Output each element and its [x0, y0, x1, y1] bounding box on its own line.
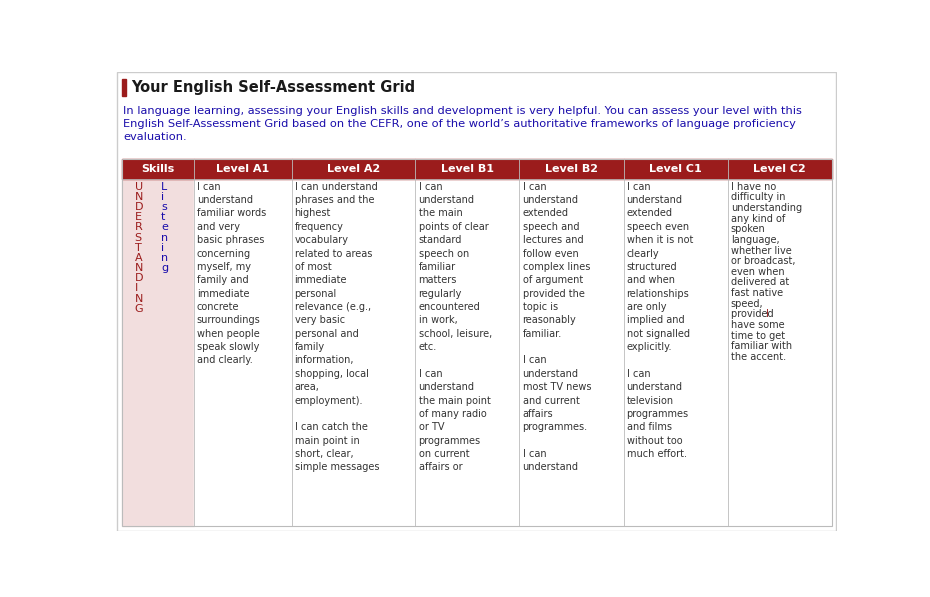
- Bar: [123, 79, 126, 96]
- Text: i: i: [161, 243, 165, 253]
- Text: I can
understand
familiar words
and very
basic phrases
concerning
myself, my
fam: I can understand familiar words and very…: [196, 181, 266, 365]
- Text: Level C2: Level C2: [753, 164, 806, 174]
- Bar: [727, 179, 831, 526]
- Text: s: s: [161, 202, 167, 212]
- Text: difficulty in: difficulty in: [731, 192, 785, 202]
- Text: Skills: Skills: [141, 164, 174, 174]
- Text: A: A: [135, 253, 142, 263]
- Bar: [727, 159, 831, 179]
- Text: i: i: [161, 192, 165, 202]
- Text: t: t: [161, 213, 166, 222]
- Bar: [416, 179, 520, 526]
- Bar: [193, 159, 291, 179]
- Text: R: R: [135, 223, 142, 232]
- Text: L: L: [161, 181, 167, 192]
- Text: n: n: [161, 253, 168, 263]
- Text: E: E: [135, 213, 141, 222]
- Text: G: G: [135, 304, 143, 313]
- Text: familiar with: familiar with: [731, 341, 791, 351]
- Text: e: e: [161, 223, 168, 232]
- Text: T: T: [135, 243, 141, 253]
- Bar: [291, 179, 416, 526]
- Text: Your English Self-Assessment Grid: Your English Self-Assessment Grid: [131, 81, 415, 96]
- Text: delivered at: delivered at: [731, 278, 789, 287]
- Text: Level C1: Level C1: [649, 164, 702, 174]
- Text: In language learning, assessing your English skills and development is very help: In language learning, assessing your Eng…: [123, 106, 802, 142]
- Bar: [193, 179, 291, 526]
- Text: spoken: spoken: [731, 224, 765, 234]
- Text: I can
understand
extended
speech even
when it is not
clearly
structured
and when: I can understand extended speech even wh…: [627, 181, 693, 459]
- Text: U: U: [135, 181, 142, 192]
- Bar: [122, 179, 193, 526]
- Text: g: g: [161, 263, 168, 273]
- Text: I can
understand
the main
points of clear
standard
speech on
familiar
matters
re: I can understand the main points of clea…: [418, 181, 492, 472]
- Text: N: N: [135, 294, 143, 303]
- Text: N: N: [135, 192, 143, 202]
- Text: any kind of: any kind of: [731, 214, 785, 224]
- Text: Level B1: Level B1: [441, 164, 494, 174]
- Text: or broadcast,: or broadcast,: [731, 256, 795, 266]
- Bar: [520, 179, 623, 526]
- Bar: [122, 159, 831, 526]
- Bar: [291, 159, 416, 179]
- Text: N: N: [135, 263, 143, 273]
- Text: fast native: fast native: [731, 288, 783, 298]
- Text: understanding: understanding: [731, 203, 802, 213]
- Text: Level A2: Level A2: [326, 164, 380, 174]
- Bar: [520, 159, 623, 179]
- Text: the accent.: the accent.: [731, 352, 786, 362]
- Text: I can understand
phrases and the
highest
frequency
vocabulary
related to areas
o: I can understand phrases and the highest…: [295, 181, 379, 472]
- Text: whether live: whether live: [731, 245, 791, 256]
- Text: Level B2: Level B2: [545, 164, 598, 174]
- Bar: [122, 159, 193, 179]
- Text: I have no: I have no: [731, 181, 776, 192]
- Text: D: D: [135, 202, 143, 212]
- Text: even when: even when: [731, 267, 784, 277]
- Text: S: S: [135, 233, 141, 242]
- Text: Level A1: Level A1: [216, 164, 269, 174]
- Bar: [623, 159, 727, 179]
- Text: I: I: [766, 309, 769, 319]
- Text: n: n: [161, 233, 168, 242]
- Text: speed,: speed,: [731, 298, 764, 309]
- Text: language,: language,: [731, 235, 779, 245]
- Text: have some: have some: [731, 320, 784, 330]
- Bar: [623, 179, 727, 526]
- Text: provided: provided: [731, 309, 777, 319]
- Text: time to get: time to get: [731, 331, 785, 340]
- Text: D: D: [135, 273, 143, 283]
- Text: I: I: [135, 284, 138, 293]
- Bar: [416, 159, 520, 179]
- Text: I can
understand
extended
speech and
lectures and
follow even
complex lines
of a: I can understand extended speech and lec…: [523, 181, 591, 472]
